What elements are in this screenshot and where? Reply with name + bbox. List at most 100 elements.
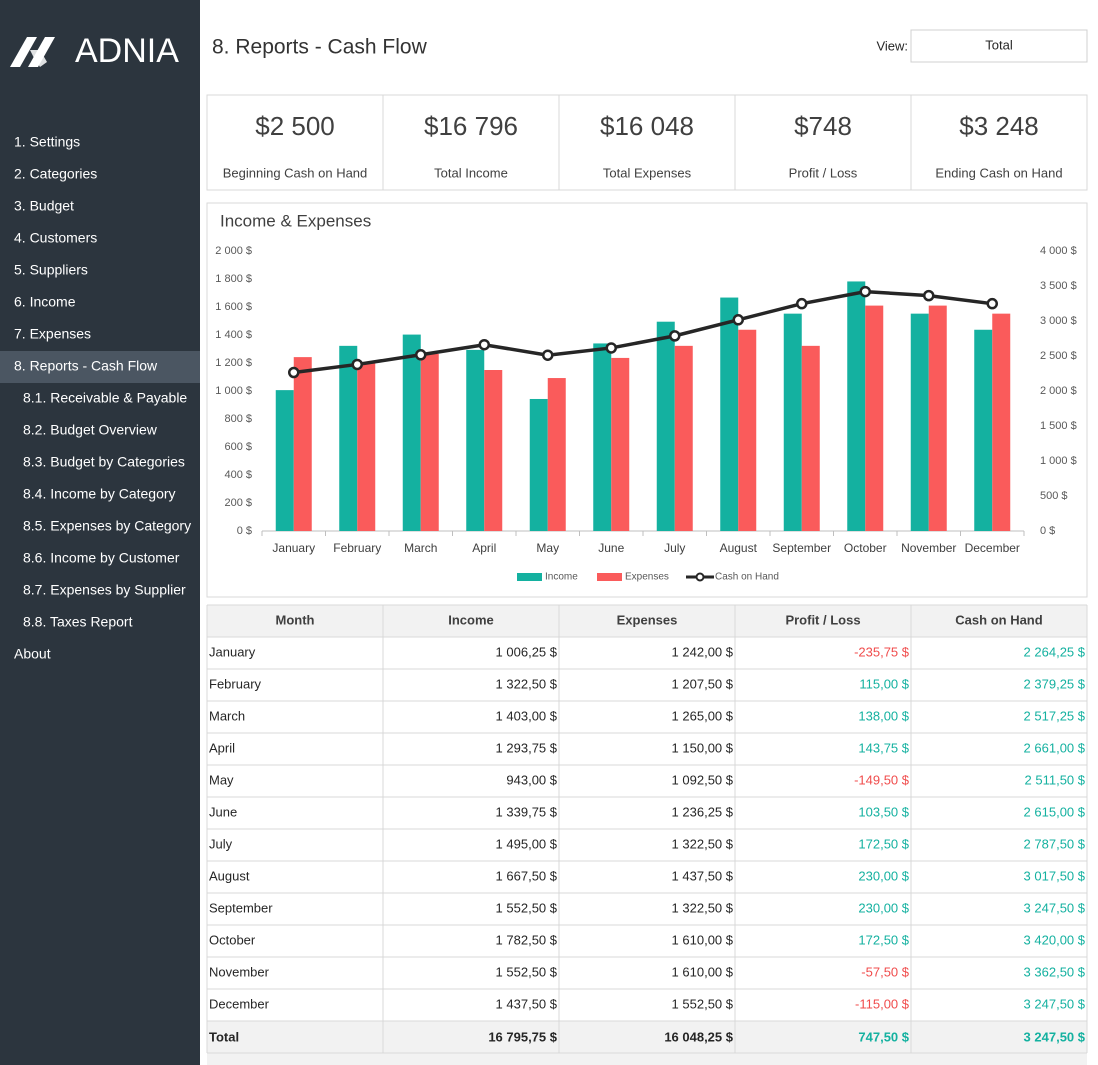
menu-item[interactable]: 8.7. Expenses by Supplier xyxy=(23,582,186,598)
view-select[interactable] xyxy=(910,29,1088,63)
table-cell: 1 265,00 $ xyxy=(672,708,734,723)
bar xyxy=(783,313,802,531)
logo-icon xyxy=(10,37,55,67)
line-marker xyxy=(796,297,808,310)
table-cell: August xyxy=(209,868,250,883)
table-cell: 3 420,00 $ xyxy=(1024,932,1086,947)
table-cell: -115,00 $ xyxy=(855,996,910,1011)
table-cell: 172,50 $ xyxy=(858,932,909,947)
table-cell: 2 787,50 $ xyxy=(1024,836,1086,851)
table-cell: 1 552,50 $ xyxy=(496,964,558,979)
menu-item[interactable]: 4. Customers xyxy=(14,230,97,246)
menu-item[interactable]: 5. Suppliers xyxy=(14,262,88,278)
table-cell: 1 092,50 $ xyxy=(672,772,734,787)
view-label: View: xyxy=(876,38,908,53)
menu-item[interactable]: 8.3. Budget by Categories xyxy=(23,454,185,470)
bar xyxy=(928,305,947,531)
table-total-cell: 16 048,25 $ xyxy=(664,1029,733,1044)
table-cell: May xyxy=(209,772,234,787)
x-tick-label: December xyxy=(965,541,1020,555)
view-value[interactable]: Total xyxy=(985,37,1013,52)
x-tick-label: February xyxy=(333,541,381,555)
x-tick-label: March xyxy=(404,541,437,555)
y2-tick-label: 2 500 $ xyxy=(1040,350,1077,362)
x-tick-label: November xyxy=(901,541,956,555)
kpi-label: Beginning Cash on Hand xyxy=(223,165,368,180)
menu-item[interactable]: 8.1. Receivable & Payable xyxy=(23,390,187,406)
menu-item[interactable]: 8.2. Budget Overview xyxy=(23,422,158,438)
table-cell: 2 517,25 $ xyxy=(1024,708,1086,723)
table-total-cell: 747,50 $ xyxy=(858,1029,909,1044)
y2-tick-label: 500 $ xyxy=(1040,490,1068,502)
table-cell: 172,50 $ xyxy=(858,836,909,851)
bar xyxy=(293,357,312,531)
menu-item[interactable]: 2. Categories xyxy=(14,166,97,182)
kpi-value: $748 xyxy=(794,111,852,141)
table-total-cell: 3 247,50 $ xyxy=(1024,1029,1086,1044)
table-cell: 1 236,25 $ xyxy=(672,804,734,819)
bar xyxy=(484,370,503,531)
legend-label: Cash on Hand xyxy=(715,572,779,583)
table-cell: 2 661,00 $ xyxy=(1024,740,1086,755)
x-tick-label: January xyxy=(272,541,315,555)
menu-item[interactable]: 8.5. Expenses by Category xyxy=(23,518,191,534)
menu-item[interactable]: 8.6. Income by Customer xyxy=(23,550,180,566)
table-cell: 103,50 $ xyxy=(858,804,909,819)
table-cell: December xyxy=(209,996,270,1011)
x-tick-label: August xyxy=(720,541,758,555)
table-total-bg xyxy=(207,1021,1087,1065)
table-header: Cash on Hand xyxy=(955,612,1042,627)
y-tick-label: 600 $ xyxy=(224,441,252,453)
menu-item[interactable]: 1. Settings xyxy=(14,134,80,150)
y-tick-label: 0 $ xyxy=(237,525,252,537)
table-cell: 1 293,75 $ xyxy=(496,740,558,755)
bar xyxy=(420,353,439,531)
table-cell: -57,50 $ xyxy=(861,964,909,979)
table-cell: 2 379,25 $ xyxy=(1024,676,1086,691)
x-tick-label: April xyxy=(472,541,496,555)
x-tick-label: June xyxy=(598,541,624,555)
menu-item[interactable]: 6. Income xyxy=(14,294,76,310)
table-cell: 1 610,00 $ xyxy=(672,932,734,947)
table-cell: 1 242,00 $ xyxy=(672,644,734,659)
kpi-value: $16 048 xyxy=(600,111,694,141)
menu-item[interactable]: 7. Expenses xyxy=(14,326,91,342)
table-cell: July xyxy=(209,836,233,851)
x-tick-label: October xyxy=(844,541,887,555)
legend-label: Expenses xyxy=(625,572,669,583)
table-cell: 3 247,50 $ xyxy=(1024,996,1086,1011)
table-cell: 943,00 $ xyxy=(506,772,557,787)
sidebar xyxy=(0,0,200,1065)
menu-item[interactable]: 8. Reports - Cash Flow xyxy=(14,358,158,374)
table-cell: 1 322,50 $ xyxy=(672,900,734,915)
table-total-cell: 16 795,75 $ xyxy=(488,1029,557,1044)
table-header: Expenses xyxy=(617,612,678,627)
menu-item[interactable]: 8.8. Taxes Report xyxy=(23,614,133,630)
table-cell: November xyxy=(209,964,270,979)
y2-tick-label: 3 000 $ xyxy=(1040,315,1077,327)
legend-swatch xyxy=(517,573,542,581)
menu-active-bg xyxy=(0,351,200,383)
table-cell: February xyxy=(209,676,262,691)
table-cell: March xyxy=(209,708,245,723)
table-cell: 2 615,00 $ xyxy=(1024,804,1086,819)
line-marker xyxy=(923,289,935,302)
x-tick-label: September xyxy=(772,541,831,555)
kpi-label: Total Income xyxy=(434,165,508,180)
bar xyxy=(801,345,820,531)
menu-item[interactable]: 8.4. Income by Category xyxy=(23,486,176,502)
table-cell: 115,00 $ xyxy=(859,676,909,691)
line-marker xyxy=(542,349,554,361)
menu-item[interactable]: About xyxy=(14,646,51,662)
menu-item[interactable]: 3. Budget xyxy=(14,198,74,214)
table-cell: 1 782,50 $ xyxy=(496,932,558,947)
y2-tick-label: 2 000 $ xyxy=(1040,385,1077,397)
table-cell: 3 017,50 $ xyxy=(1024,868,1086,883)
y2-tick-label: 1 000 $ xyxy=(1040,455,1077,467)
table-cell: 1 552,50 $ xyxy=(496,900,558,915)
page-title: 8. Reports - Cash Flow xyxy=(212,36,428,59)
bar xyxy=(910,313,929,531)
line-marker xyxy=(478,338,490,351)
